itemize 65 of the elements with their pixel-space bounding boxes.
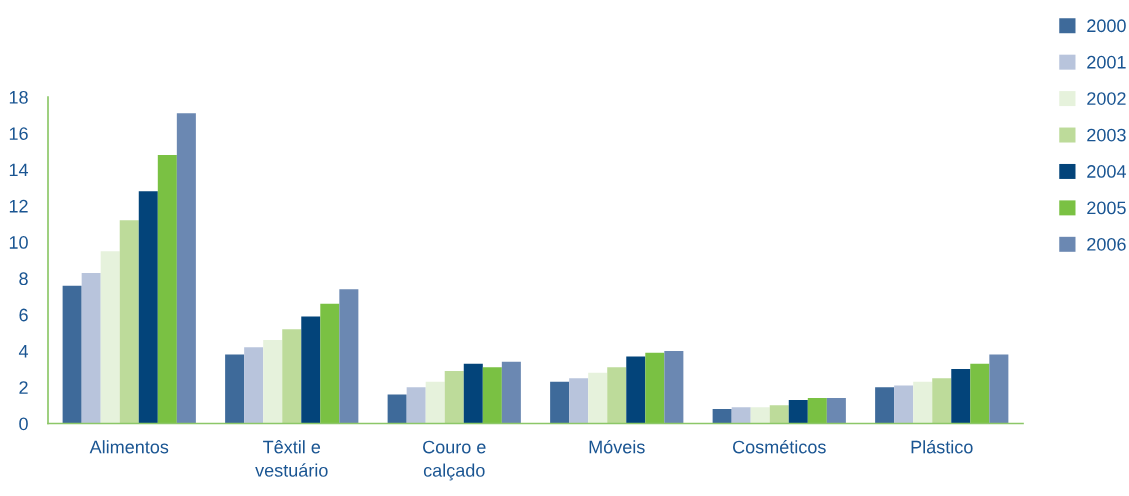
bar: [138, 191, 158, 424]
y-tick-label: 2: [19, 381, 28, 394]
bar: [913, 381, 933, 424]
bar: [750, 407, 770, 424]
bar: [482, 367, 502, 424]
bar: [301, 316, 321, 424]
y-tick-label: 12: [9, 199, 28, 213]
bar: [550, 381, 570, 424]
bar: [387, 394, 407, 424]
bar: [119, 220, 139, 424]
bar: [463, 363, 483, 424]
bar: [712, 408, 732, 424]
x-tick-label: Plástico: [911, 439, 973, 454]
y-tick-label: 14: [9, 163, 29, 177]
y-tick-label: 18: [9, 90, 28, 104]
bar: [444, 370, 464, 424]
legend-label: 2000: [1087, 19, 1126, 33]
bar: [157, 155, 177, 424]
bar: [788, 399, 808, 424]
legend-label: 2002: [1087, 92, 1126, 105]
bar: [731, 407, 751, 424]
x-tick-label: Couro e calçado: [423, 440, 486, 481]
bar: [588, 372, 608, 424]
bar: [970, 363, 990, 424]
legend-label: 2004: [1087, 165, 1126, 178]
bar: [569, 378, 589, 424]
bar: [501, 361, 521, 424]
bar: [62, 285, 82, 424]
bar: [894, 385, 914, 424]
bar: [176, 113, 196, 424]
bar: [769, 405, 789, 424]
y-tick-label: 10: [9, 236, 28, 249]
bar: [626, 356, 646, 424]
x-tick-label: Móveis: [589, 439, 645, 454]
x-tick-label: Cosméticos: [733, 439, 826, 454]
bar: [645, 352, 665, 424]
bar: [406, 387, 426, 424]
bar: [282, 329, 302, 424]
legend-label: 2006: [1087, 237, 1126, 251]
bar: [932, 378, 952, 424]
bar: [989, 354, 1009, 424]
bar: [339, 289, 359, 424]
y-tick-label: 4: [18, 345, 29, 358]
bar: [951, 369, 971, 424]
legend-label: 2003: [1087, 128, 1126, 142]
legend-label: 2005: [1087, 201, 1126, 215]
bar: [100, 251, 120, 424]
bar: [807, 398, 827, 424]
bar: [263, 340, 283, 424]
legend-label: 2001: [1087, 55, 1126, 69]
bar: [607, 367, 627, 424]
bar: [320, 303, 340, 424]
y-tick-label: 8: [19, 272, 28, 286]
x-tick-label: Têxtil e vestuário: [255, 440, 328, 477]
bar: [425, 381, 445, 424]
bar: [81, 272, 101, 424]
bar: [875, 387, 895, 424]
x-tick-label: Alimentos: [89, 440, 169, 454]
bar: [664, 350, 684, 424]
bar: [225, 354, 245, 424]
bar: [244, 347, 264, 424]
y-tick-label: 16: [9, 127, 28, 140]
y-tick-label: 6: [19, 308, 28, 322]
bar: [826, 398, 846, 424]
y-tick-label: 0: [19, 417, 28, 431]
